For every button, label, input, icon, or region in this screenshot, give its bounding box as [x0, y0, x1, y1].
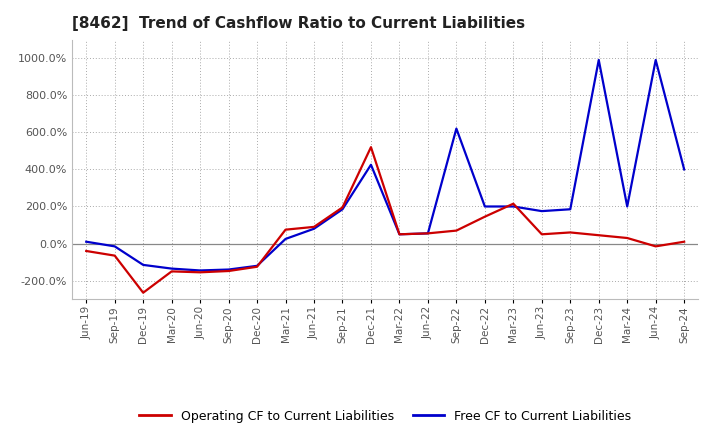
Operating CF to Current Liabilities — [680, 239, 688, 244]
Free CF to Current Liabilities — [480, 204, 489, 209]
Free CF to Current Liabilities — [225, 267, 233, 272]
Operating CF to Current Liabilities — [225, 268, 233, 274]
Line: Operating CF to Current Liabilities: Operating CF to Current Liabilities — [86, 147, 684, 293]
Free CF to Current Liabilities — [282, 236, 290, 242]
Free CF to Current Liabilities — [537, 209, 546, 214]
Free CF to Current Liabilities — [595, 57, 603, 62]
Text: [8462]  Trend of Cashflow Ratio to Current Liabilities: [8462] Trend of Cashflow Ratio to Curren… — [72, 16, 525, 32]
Free CF to Current Liabilities — [566, 207, 575, 212]
Operating CF to Current Liabilities — [623, 235, 631, 241]
Operating CF to Current Liabilities — [82, 248, 91, 253]
Free CF to Current Liabilities — [253, 263, 261, 268]
Free CF to Current Liabilities — [680, 167, 688, 172]
Free CF to Current Liabilities — [452, 126, 461, 131]
Free CF to Current Liabilities — [196, 268, 204, 273]
Operating CF to Current Liabilities — [167, 269, 176, 274]
Operating CF to Current Liabilities — [110, 253, 119, 258]
Operating CF to Current Liabilities — [652, 244, 660, 249]
Operating CF to Current Liabilities — [595, 233, 603, 238]
Operating CF to Current Liabilities — [423, 231, 432, 236]
Operating CF to Current Liabilities — [338, 205, 347, 210]
Operating CF to Current Liabilities — [253, 264, 261, 269]
Free CF to Current Liabilities — [623, 204, 631, 209]
Free CF to Current Liabilities — [338, 207, 347, 212]
Free CF to Current Liabilities — [310, 226, 318, 231]
Operating CF to Current Liabilities — [139, 290, 148, 295]
Operating CF to Current Liabilities — [480, 214, 489, 219]
Operating CF to Current Liabilities — [196, 270, 204, 275]
Operating CF to Current Liabilities — [537, 231, 546, 237]
Operating CF to Current Liabilities — [395, 231, 404, 237]
Legend: Operating CF to Current Liabilities, Free CF to Current Liabilities: Operating CF to Current Liabilities, Fre… — [135, 405, 636, 428]
Free CF to Current Liabilities — [110, 244, 119, 249]
Operating CF to Current Liabilities — [509, 201, 518, 206]
Free CF to Current Liabilities — [509, 204, 518, 209]
Free CF to Current Liabilities — [82, 239, 91, 244]
Free CF to Current Liabilities — [395, 231, 404, 237]
Operating CF to Current Liabilities — [566, 230, 575, 235]
Free CF to Current Liabilities — [139, 262, 148, 268]
Operating CF to Current Liabilities — [452, 228, 461, 233]
Operating CF to Current Liabilities — [366, 144, 375, 150]
Free CF to Current Liabilities — [423, 231, 432, 236]
Free CF to Current Liabilities — [652, 57, 660, 62]
Free CF to Current Liabilities — [167, 266, 176, 271]
Line: Free CF to Current Liabilities: Free CF to Current Liabilities — [86, 60, 684, 271]
Free CF to Current Liabilities — [366, 162, 375, 167]
Operating CF to Current Liabilities — [310, 224, 318, 230]
Operating CF to Current Liabilities — [282, 227, 290, 232]
